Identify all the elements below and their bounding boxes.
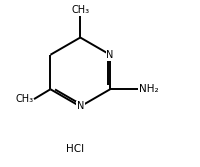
- Text: N: N: [77, 102, 84, 112]
- Text: CH₃: CH₃: [15, 94, 33, 104]
- Text: N: N: [106, 50, 114, 60]
- Text: HCl: HCl: [66, 144, 84, 154]
- Text: NH₂: NH₂: [139, 84, 159, 94]
- Text: CH₃: CH₃: [71, 5, 89, 15]
